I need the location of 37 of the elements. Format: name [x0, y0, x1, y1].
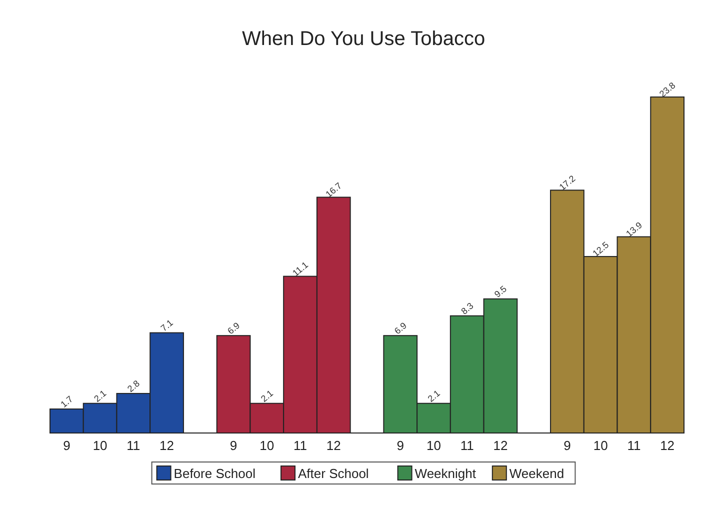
- data-label: 9.5: [492, 284, 509, 300]
- data-label: 8.3: [459, 300, 476, 316]
- data-label: 7.1: [158, 318, 175, 334]
- data-label: 6.9: [226, 320, 242, 336]
- x-tick-label: 9: [230, 438, 238, 453]
- x-tick-label: 9: [63, 438, 70, 453]
- legend-label: Before School: [174, 466, 256, 481]
- x-tick-label: 10: [92, 438, 108, 453]
- data-label: 13.9: [624, 220, 644, 239]
- x-tick-label: 9: [396, 438, 404, 453]
- x-tick-label: 10: [593, 438, 608, 453]
- x-tick-label: 12: [160, 438, 174, 453]
- data-label: 11.1: [290, 260, 310, 278]
- data-label: 2.1: [92, 388, 108, 404]
- data-label: 2.1: [258, 388, 275, 404]
- x-tick-label: 12: [493, 438, 508, 453]
- data-label: 12.5: [590, 240, 611, 259]
- data-label: 16.7: [324, 180, 344, 200]
- data-label: 6.9: [392, 320, 408, 336]
- x-tick-label: 11: [294, 438, 308, 453]
- legend-label: After School: [298, 466, 369, 481]
- x-tick-label: 12: [326, 438, 341, 453]
- legend-label: Weeknight: [414, 466, 476, 481]
- chart-title: When Do You Use Tobacco: [242, 28, 486, 50]
- x-tick-label: 10: [260, 438, 274, 453]
- x-tick-label: 11: [460, 438, 474, 453]
- x-tick-label: 11: [126, 438, 140, 453]
- data-label: 1.7: [58, 394, 75, 410]
- x-tick-label: 9: [564, 438, 571, 453]
- legend-label: Weekend: [509, 466, 564, 481]
- x-tick-label: 11: [627, 438, 641, 453]
- data-label: 17.2: [557, 173, 578, 192]
- data-label: 2.1: [426, 388, 442, 404]
- x-tick-label: 12: [660, 438, 675, 453]
- data-label: 2.8: [125, 378, 142, 394]
- data-label: 23.8: [657, 80, 678, 100]
- x-tick-label: 10: [426, 438, 441, 453]
